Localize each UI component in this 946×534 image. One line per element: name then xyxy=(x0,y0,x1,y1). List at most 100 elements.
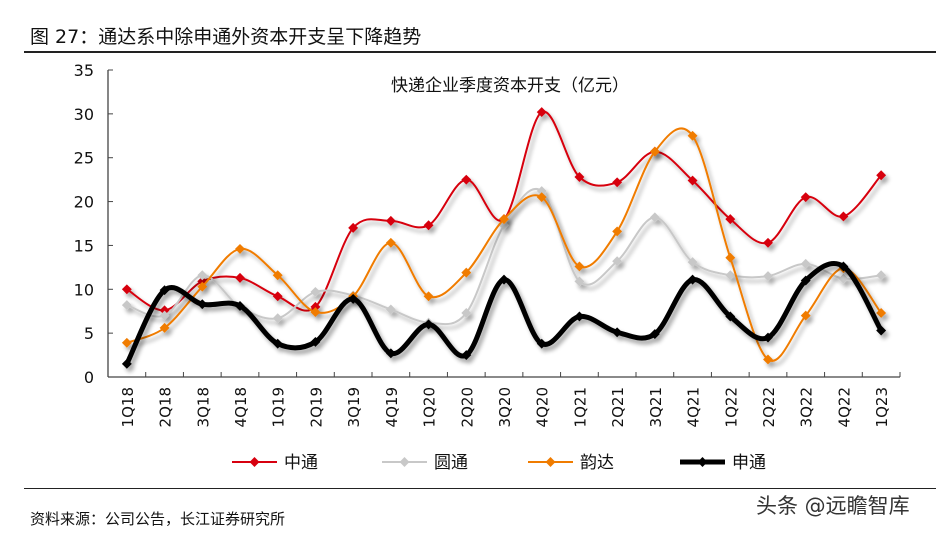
data-point xyxy=(272,270,283,281)
data-point xyxy=(272,338,283,349)
legend-marker xyxy=(545,457,556,467)
data-point xyxy=(612,177,623,188)
data-point xyxy=(461,350,472,361)
data-point xyxy=(159,285,170,296)
data-point xyxy=(272,291,283,302)
x-tick-label: 2Q22 xyxy=(760,387,778,427)
data-point xyxy=(838,273,849,284)
series-申通 xyxy=(121,261,887,369)
legend-label: 申通 xyxy=(732,453,766,473)
x-tick-label: 1Q19 xyxy=(270,387,288,427)
data-point xyxy=(235,243,245,254)
legend-label: 韵达 xyxy=(580,453,614,473)
data-point xyxy=(800,310,811,321)
data-point xyxy=(121,337,132,348)
data-point xyxy=(310,301,321,312)
x-tick-label: 2Q20 xyxy=(458,387,476,427)
data-point xyxy=(385,304,396,315)
data-point xyxy=(536,107,547,118)
source-note: 资料来源：公司公告，长江证券研究所 xyxy=(30,510,286,528)
data-point xyxy=(876,270,887,281)
data-point xyxy=(763,332,773,343)
x-tick-label: 3Q20 xyxy=(496,387,514,427)
data-point xyxy=(725,311,736,322)
x-tick-label: 2Q19 xyxy=(307,387,325,427)
data-point xyxy=(612,226,623,237)
data-point xyxy=(385,348,396,359)
data-point xyxy=(838,211,849,222)
legend-label: 圆通 xyxy=(434,453,468,473)
data-point xyxy=(461,267,472,278)
data-point xyxy=(348,293,359,304)
data-point xyxy=(612,327,623,338)
data-point xyxy=(310,336,321,347)
data-point xyxy=(461,308,472,318)
data-point xyxy=(159,310,170,321)
data-point xyxy=(574,311,585,322)
data-point xyxy=(197,270,208,281)
x-tick-label: 1Q18 xyxy=(119,387,137,427)
y-tick-label: 5 xyxy=(84,324,94,343)
data-point xyxy=(385,215,396,226)
data-point xyxy=(385,237,396,248)
data-point xyxy=(649,329,660,339)
legend-label: 中通 xyxy=(284,453,318,473)
legend-marker xyxy=(249,457,260,467)
series-line xyxy=(126,127,882,362)
data-point xyxy=(272,313,283,324)
y-tick-label: 15 xyxy=(74,236,94,255)
chart-title: 快递企业季度资本开支（亿元） xyxy=(391,76,629,96)
data-point xyxy=(348,222,359,233)
data-point xyxy=(687,274,698,285)
data-point xyxy=(310,307,321,318)
y-tick-label: 20 xyxy=(74,193,94,212)
data-point xyxy=(310,286,321,297)
data-point xyxy=(800,192,811,203)
data-point xyxy=(649,146,660,157)
data-point xyxy=(876,170,887,181)
data-point xyxy=(800,275,811,286)
y-tick-label: 0 xyxy=(84,368,94,387)
data-point xyxy=(838,261,849,272)
x-tick-label: 4Q20 xyxy=(534,387,552,427)
legend-marker xyxy=(399,457,410,467)
legend-marker xyxy=(697,457,708,467)
bottom-rule xyxy=(24,488,936,489)
data-point xyxy=(725,252,736,263)
data-point xyxy=(121,300,132,311)
x-tick-label: 3Q18 xyxy=(194,387,212,427)
watermark: 头条 @远瞻智库 xyxy=(756,494,910,518)
data-point xyxy=(235,272,245,283)
x-tick-label: 3Q22 xyxy=(798,387,816,427)
data-point xyxy=(876,308,887,318)
data-point xyxy=(612,256,623,267)
data-point xyxy=(763,237,773,248)
x-tick-label: 2Q21 xyxy=(609,387,627,427)
data-point xyxy=(876,325,887,336)
x-tick-label: 2Q18 xyxy=(157,387,175,427)
data-point xyxy=(536,338,547,349)
series-韵达 xyxy=(121,127,887,365)
x-tick-label: 4Q22 xyxy=(835,387,853,427)
figure-title: 图 27：通达系中除申通外资本开支呈下降趋势 xyxy=(30,26,422,48)
data-point xyxy=(725,214,736,225)
data-point xyxy=(159,305,170,316)
data-point xyxy=(725,270,736,281)
data-point xyxy=(763,271,773,282)
x-tick-label: 4Q19 xyxy=(383,387,401,427)
x-tick-label: 1Q23 xyxy=(873,387,891,427)
y-tick-label: 30 xyxy=(74,105,94,124)
x-tick-label: 1Q20 xyxy=(421,387,439,427)
data-point xyxy=(159,322,170,333)
y-tick-label: 35 xyxy=(74,61,94,80)
data-point xyxy=(197,281,208,292)
data-point xyxy=(536,192,547,203)
data-point xyxy=(499,274,509,285)
y-tick-label: 25 xyxy=(74,149,94,168)
data-point xyxy=(461,174,472,185)
x-tick-label: 1Q21 xyxy=(571,387,589,427)
data-point xyxy=(423,220,434,231)
data-point xyxy=(800,258,811,269)
